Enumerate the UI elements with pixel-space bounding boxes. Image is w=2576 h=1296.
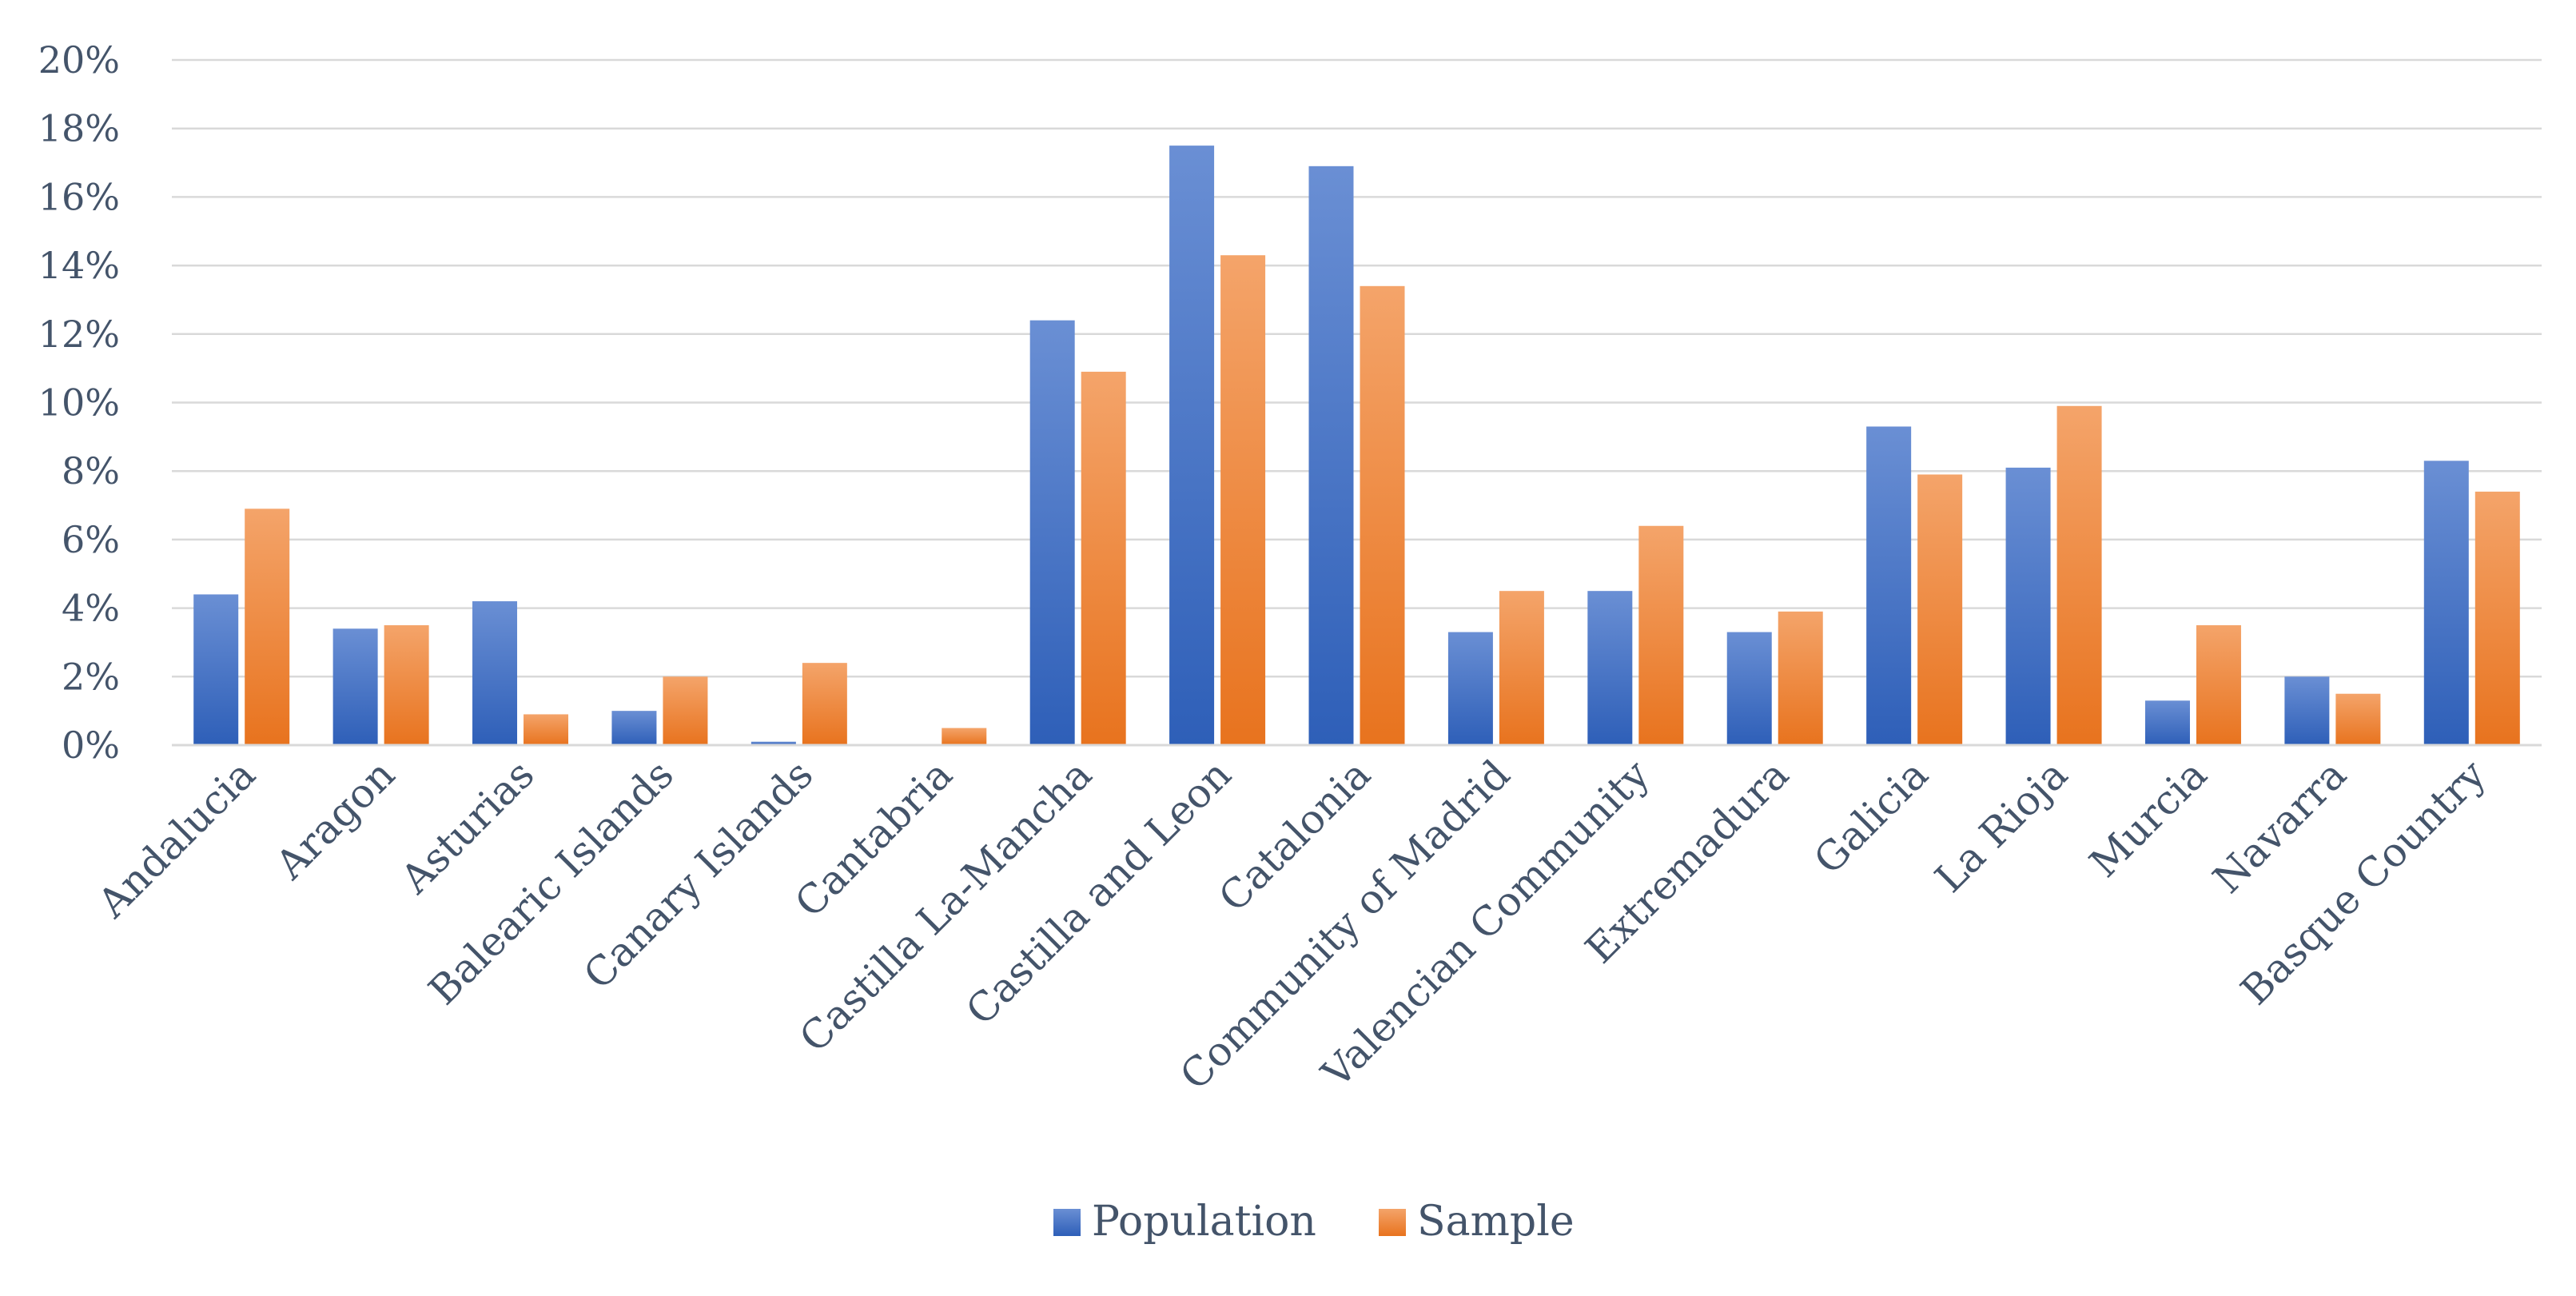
bars	[193, 146, 2520, 745]
bar-sample-cantabria	[942, 728, 987, 745]
y-tick-label: 0%	[62, 724, 120, 767]
bar-sample-community-of-madrid	[1499, 591, 1544, 745]
legend-swatch-population	[1053, 1209, 1081, 1236]
bar-sample-murcia	[2196, 625, 2241, 745]
y-tick-label: 16%	[38, 175, 120, 218]
bar-sample-canary-islands	[802, 663, 847, 745]
y-tick-label: 18%	[38, 107, 120, 150]
bar-population-extremadura	[1726, 632, 1772, 745]
bar-population-balearic-islands	[611, 711, 657, 745]
y-tick-label: 14%	[38, 244, 120, 287]
bar-population-community-of-madrid	[1447, 632, 1493, 745]
legend-label-population: Population	[1092, 1198, 1316, 1246]
bar-population-aragon	[332, 628, 378, 745]
bar-sample-basque-country	[2474, 491, 2520, 745]
x-category-label: Galicia	[1805, 751, 1937, 883]
x-category-label: Aragon	[266, 751, 404, 888]
bar-sample-balearic-islands	[663, 676, 708, 745]
x-category-label: Andalucia	[89, 751, 265, 927]
y-tick-label: 20%	[38, 38, 120, 82]
bar-population-murcia	[2144, 700, 2190, 745]
x-category-label: Basque Country	[2232, 751, 2495, 1014]
gridlines	[172, 58, 2542, 678]
bar-sample-extremadura	[1778, 611, 1823, 745]
y-tick-label: 8%	[62, 449, 120, 492]
bar-sample-castilla-and-leon	[1220, 255, 1266, 745]
y-tick-label: 2%	[62, 655, 120, 698]
bar-population-castilla-la-mancha	[1029, 320, 1075, 745]
bar-sample-valencian-community	[1638, 525, 1684, 745]
bar-sample-la-rioja	[2056, 405, 2102, 745]
y-tick-label: 6%	[62, 518, 120, 561]
y-tick-label: 10%	[38, 381, 120, 425]
bar-population-la-rioja	[2005, 467, 2051, 745]
legend-swatch-sample	[1379, 1209, 1406, 1236]
legend: Population Sample	[1053, 1198, 1575, 1246]
legend-label-sample: Sample	[1417, 1198, 1575, 1246]
bar-population-canary-islands	[751, 741, 796, 745]
bar-sample-aragon	[384, 625, 429, 745]
bar-sample-catalonia	[1360, 285, 1405, 745]
y-tick-label: 12%	[38, 313, 120, 356]
x-category-label: Murcia	[2080, 751, 2216, 886]
bar-population-castilla-and-leon	[1169, 146, 1215, 745]
bar-population-basque-country	[2423, 461, 2469, 745]
bar-sample-andalucia	[245, 508, 290, 745]
bar-sample-castilla-la-mancha	[1081, 371, 1126, 745]
y-axis-ticks: 0% 2% 4% 6% 8% 10% 12% 14% 16% 18% 20%	[38, 38, 120, 767]
bar-population-navarra	[2284, 676, 2330, 745]
bar-sample-asturias	[524, 714, 569, 745]
y-tick-label: 4%	[62, 587, 120, 630]
bar-population-catalonia	[1308, 165, 1354, 745]
x-category-label: Balearic Islands	[420, 751, 683, 1014]
bar-population-andalucia	[193, 594, 239, 745]
bar-population-valencian-community	[1587, 591, 1633, 745]
bar-sample-navarra	[2335, 693, 2381, 745]
bar-population-asturias	[472, 601, 518, 745]
bar-population-galicia	[1866, 426, 1912, 745]
x-category-label: La Rioja	[1926, 751, 2076, 901]
x-category-label: Castilla and Leon	[958, 751, 1240, 1034]
bar-sample-galicia	[1917, 474, 1963, 745]
